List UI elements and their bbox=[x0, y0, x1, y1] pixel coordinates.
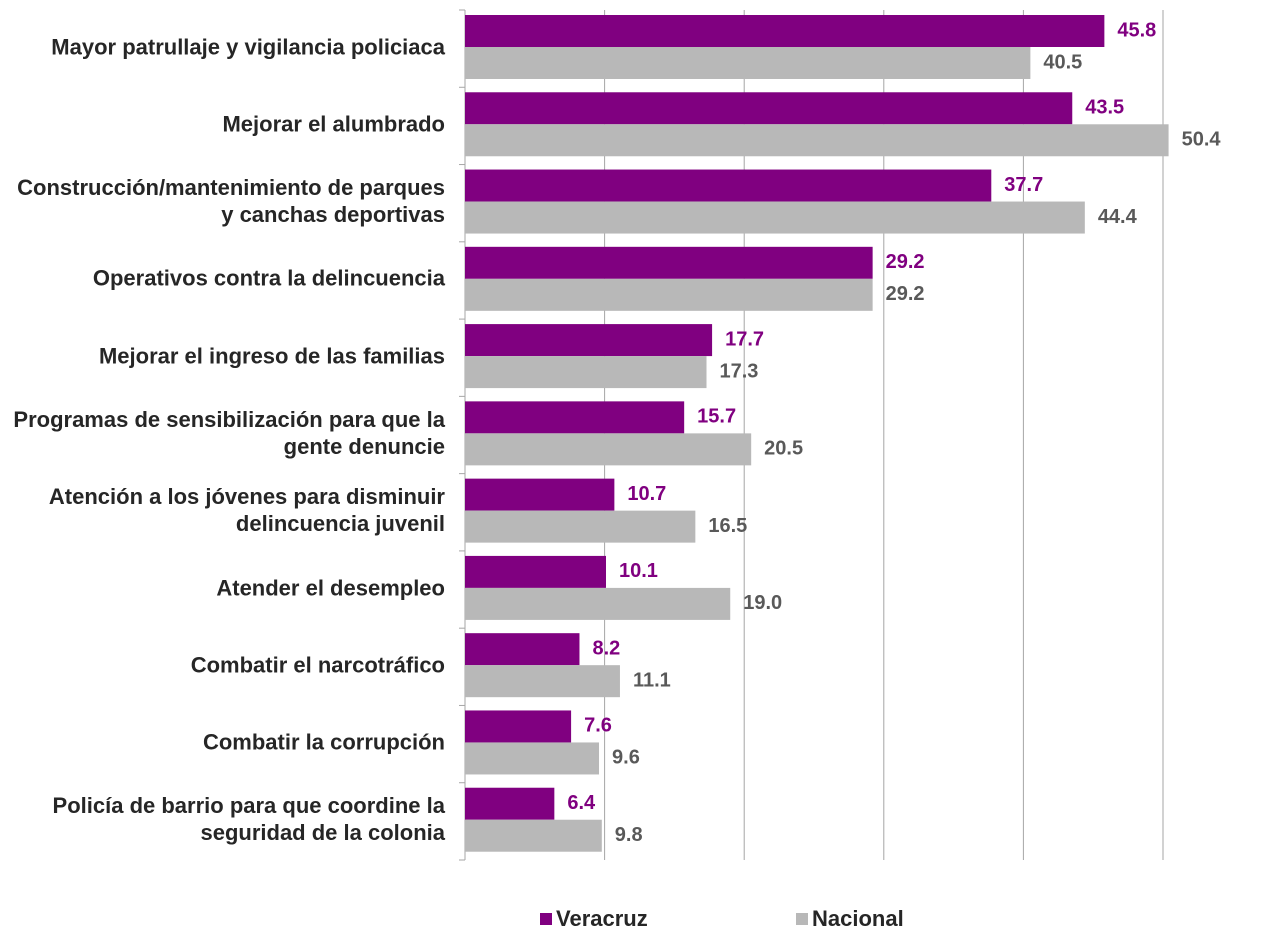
bar bbox=[465, 278, 873, 311]
value-label: 43.5 bbox=[1085, 97, 1124, 119]
value-label: 29.2 bbox=[886, 251, 925, 273]
bar bbox=[465, 742, 600, 775]
bar bbox=[465, 787, 555, 820]
category-label: Atender el desempleo bbox=[216, 575, 445, 601]
legend-swatch bbox=[796, 913, 808, 925]
category-label: Atención a los jóvenes para disminuir de… bbox=[48, 484, 445, 537]
bar bbox=[465, 665, 620, 698]
value-label: 8.2 bbox=[592, 637, 620, 659]
bar bbox=[465, 587, 731, 620]
bar bbox=[465, 15, 1105, 47]
bar bbox=[465, 47, 1031, 79]
value-label: 19.0 bbox=[743, 592, 782, 614]
value-label: 7.6 bbox=[584, 715, 612, 737]
bar bbox=[465, 324, 713, 357]
category-label: Combatir la corrupción bbox=[202, 729, 445, 755]
value-label: 20.5 bbox=[764, 438, 803, 460]
category-label: Mejorar el alumbrado bbox=[222, 111, 445, 137]
value-label: 9.8 bbox=[615, 824, 643, 846]
value-label: 16.5 bbox=[708, 515, 747, 537]
bar bbox=[465, 555, 606, 588]
bar bbox=[465, 201, 1085, 234]
value-label: 11.1 bbox=[633, 669, 671, 691]
value-label: 17.7 bbox=[725, 328, 764, 350]
bar bbox=[465, 246, 873, 279]
value-label: 44.4 bbox=[1098, 206, 1138, 228]
bar bbox=[465, 169, 992, 202]
value-label: 6.4 bbox=[567, 792, 596, 814]
category-label: Mejorar el ingreso de las familias bbox=[98, 343, 445, 369]
category-label: Construcción/mantenimiento de parques y … bbox=[17, 175, 445, 228]
bar bbox=[465, 124, 1169, 157]
value-label: 10.1 bbox=[619, 560, 658, 582]
legend-label: Veracruz bbox=[556, 906, 648, 931]
legend-item: Nacional bbox=[796, 906, 904, 932]
value-label: 40.5 bbox=[1043, 51, 1082, 73]
value-label: 15.7 bbox=[697, 406, 736, 428]
bar bbox=[465, 401, 685, 434]
bar bbox=[465, 356, 707, 389]
bar bbox=[465, 819, 602, 852]
bar bbox=[465, 433, 752, 466]
value-label: 29.2 bbox=[886, 283, 925, 305]
bar bbox=[465, 478, 615, 511]
value-label: 9.6 bbox=[612, 747, 640, 769]
category-label: Programas de sensibilización para que la… bbox=[13, 407, 445, 459]
value-label: 10.7 bbox=[627, 483, 666, 505]
bar bbox=[465, 633, 580, 666]
category-label: Policía de barrio para que coordine la s… bbox=[52, 793, 445, 846]
bar bbox=[465, 510, 696, 543]
legend-item: Veracruz bbox=[540, 906, 648, 932]
bar bbox=[465, 92, 1073, 125]
value-label: 17.3 bbox=[720, 360, 759, 382]
category-label: Combatir el narcotráfico bbox=[190, 652, 445, 678]
value-label: 45.8 bbox=[1117, 19, 1156, 41]
value-label: 37.7 bbox=[1004, 174, 1043, 196]
bar bbox=[465, 710, 572, 743]
legend-swatch bbox=[540, 913, 552, 925]
category-label: Mayor patrullaje y vigilancia policiaca bbox=[51, 34, 445, 60]
category-label: Operativos contra la delincuencia bbox=[92, 265, 445, 291]
value-label: 50.4 bbox=[1182, 129, 1222, 151]
legend-label: Nacional bbox=[812, 906, 904, 931]
